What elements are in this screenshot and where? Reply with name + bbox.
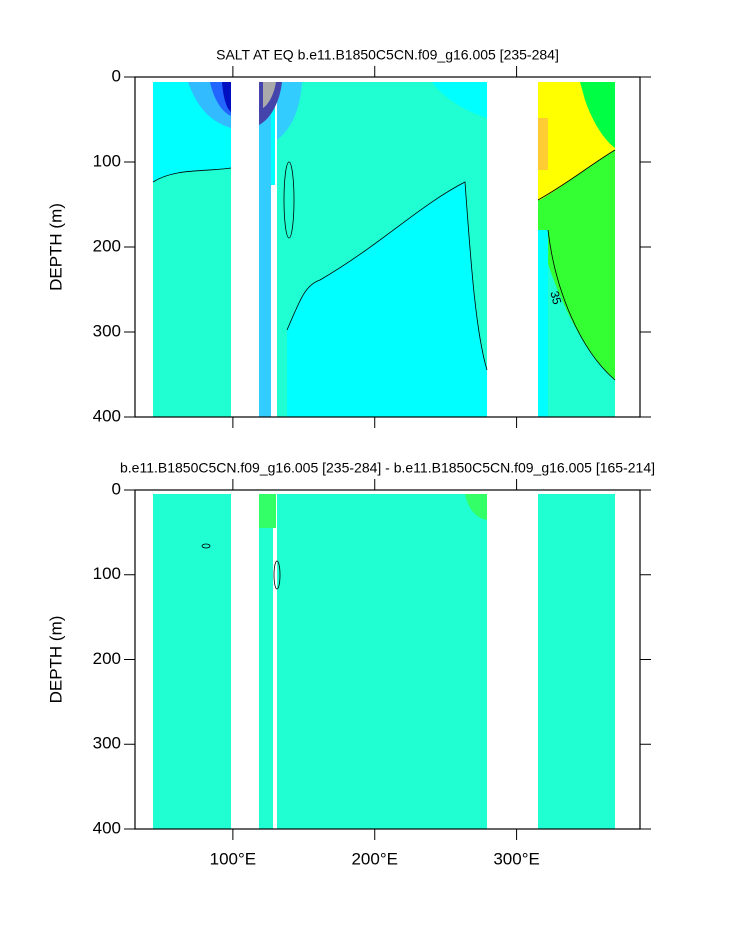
fill: [221, 82, 231, 112]
fill: [277, 494, 487, 829]
fill: [259, 82, 271, 417]
y-tick-label: 200: [93, 236, 121, 255]
x-tick-label: 300°E: [493, 849, 540, 868]
y-tick-label: 400: [93, 406, 121, 425]
contour-line: [201, 543, 211, 549]
x-tick-label: 100°E: [210, 849, 257, 868]
contour-line: [286, 181, 488, 371]
fill: [259, 494, 276, 528]
fill: [580, 82, 615, 148]
fill: [271, 82, 275, 185]
fill: [153, 494, 231, 829]
fill: [259, 494, 273, 829]
y-tick-label: 0: [112, 66, 121, 85]
y-axis-label: DEPTH (m): [46, 203, 65, 291]
y-tick-label: 200: [93, 649, 121, 668]
chart-title: SALT AT EQ b.e11.B1850C5CN.f09_g16.005 […: [216, 47, 559, 63]
contour-line: [152, 167, 232, 183]
y-tick-label: 100: [93, 151, 121, 170]
fill: [538, 230, 548, 417]
fill: [287, 182, 487, 417]
y-tick-label: 400: [93, 818, 121, 837]
x-tick-label: 200°E: [351, 849, 398, 868]
y-tick-label: 300: [93, 734, 121, 753]
y-tick-label: 100: [93, 564, 121, 583]
contour-label: 35: [547, 290, 564, 307]
fill: [538, 230, 615, 417]
y-tick-label: 0: [112, 479, 121, 498]
contour-line: [283, 161, 295, 239]
fill: [263, 82, 276, 108]
fill: [277, 82, 302, 140]
y-axis-label: DEPTH (m): [46, 616, 65, 704]
top-field: [152, 82, 616, 417]
chart-title: b.e11.B1850C5CN.f09_g16.005 [235-284] - …: [120, 460, 655, 476]
fill: [538, 118, 548, 170]
contour-line: [547, 229, 616, 381]
bottom-field: [153, 494, 615, 829]
fill: [465, 494, 487, 520]
contour-line: [273, 560, 281, 590]
fill: [538, 494, 615, 829]
fill: [432, 82, 487, 118]
y-tick-label: 300: [93, 321, 121, 340]
contour-line: [537, 149, 616, 201]
